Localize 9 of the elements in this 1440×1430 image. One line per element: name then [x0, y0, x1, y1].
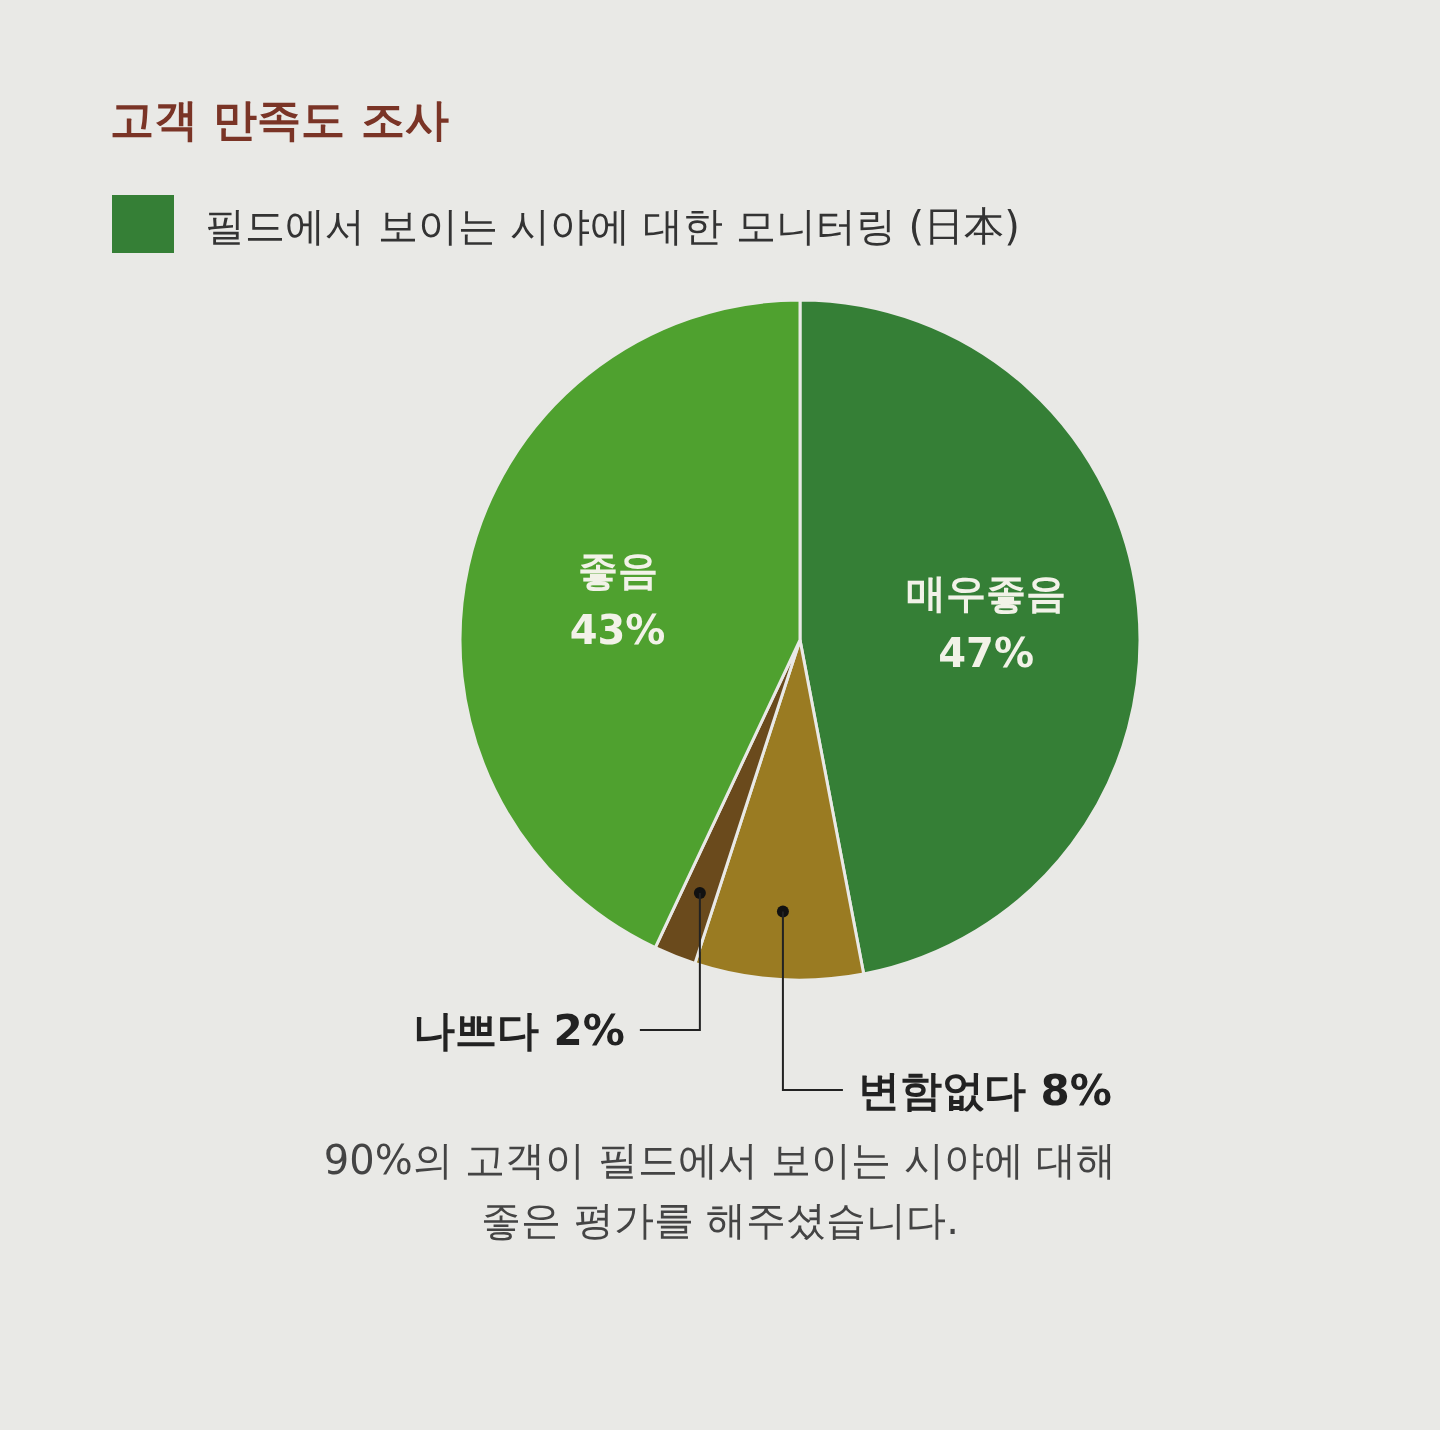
slice-label: 매우좋음	[906, 570, 1067, 617]
text: 90%의 고객이 필드에서 보이는 시야에 대해 좋은 평가를 해주셨습니다.	[322, 1136, 1118, 1245]
data-label: 47%	[938, 630, 1035, 677]
data-label: 43%	[569, 607, 666, 654]
slice-label: 변함없다 8%	[857, 1066, 1112, 1115]
chart-title: 고객 만족도 조사	[110, 94, 449, 145]
chart-subtitle: 필드에서 보이는 시야에 대한 모니터링 (日本)	[205, 203, 1020, 249]
slice-label: 좋음	[577, 547, 658, 594]
slice-label: 나쁘다 2%	[412, 1006, 625, 1055]
